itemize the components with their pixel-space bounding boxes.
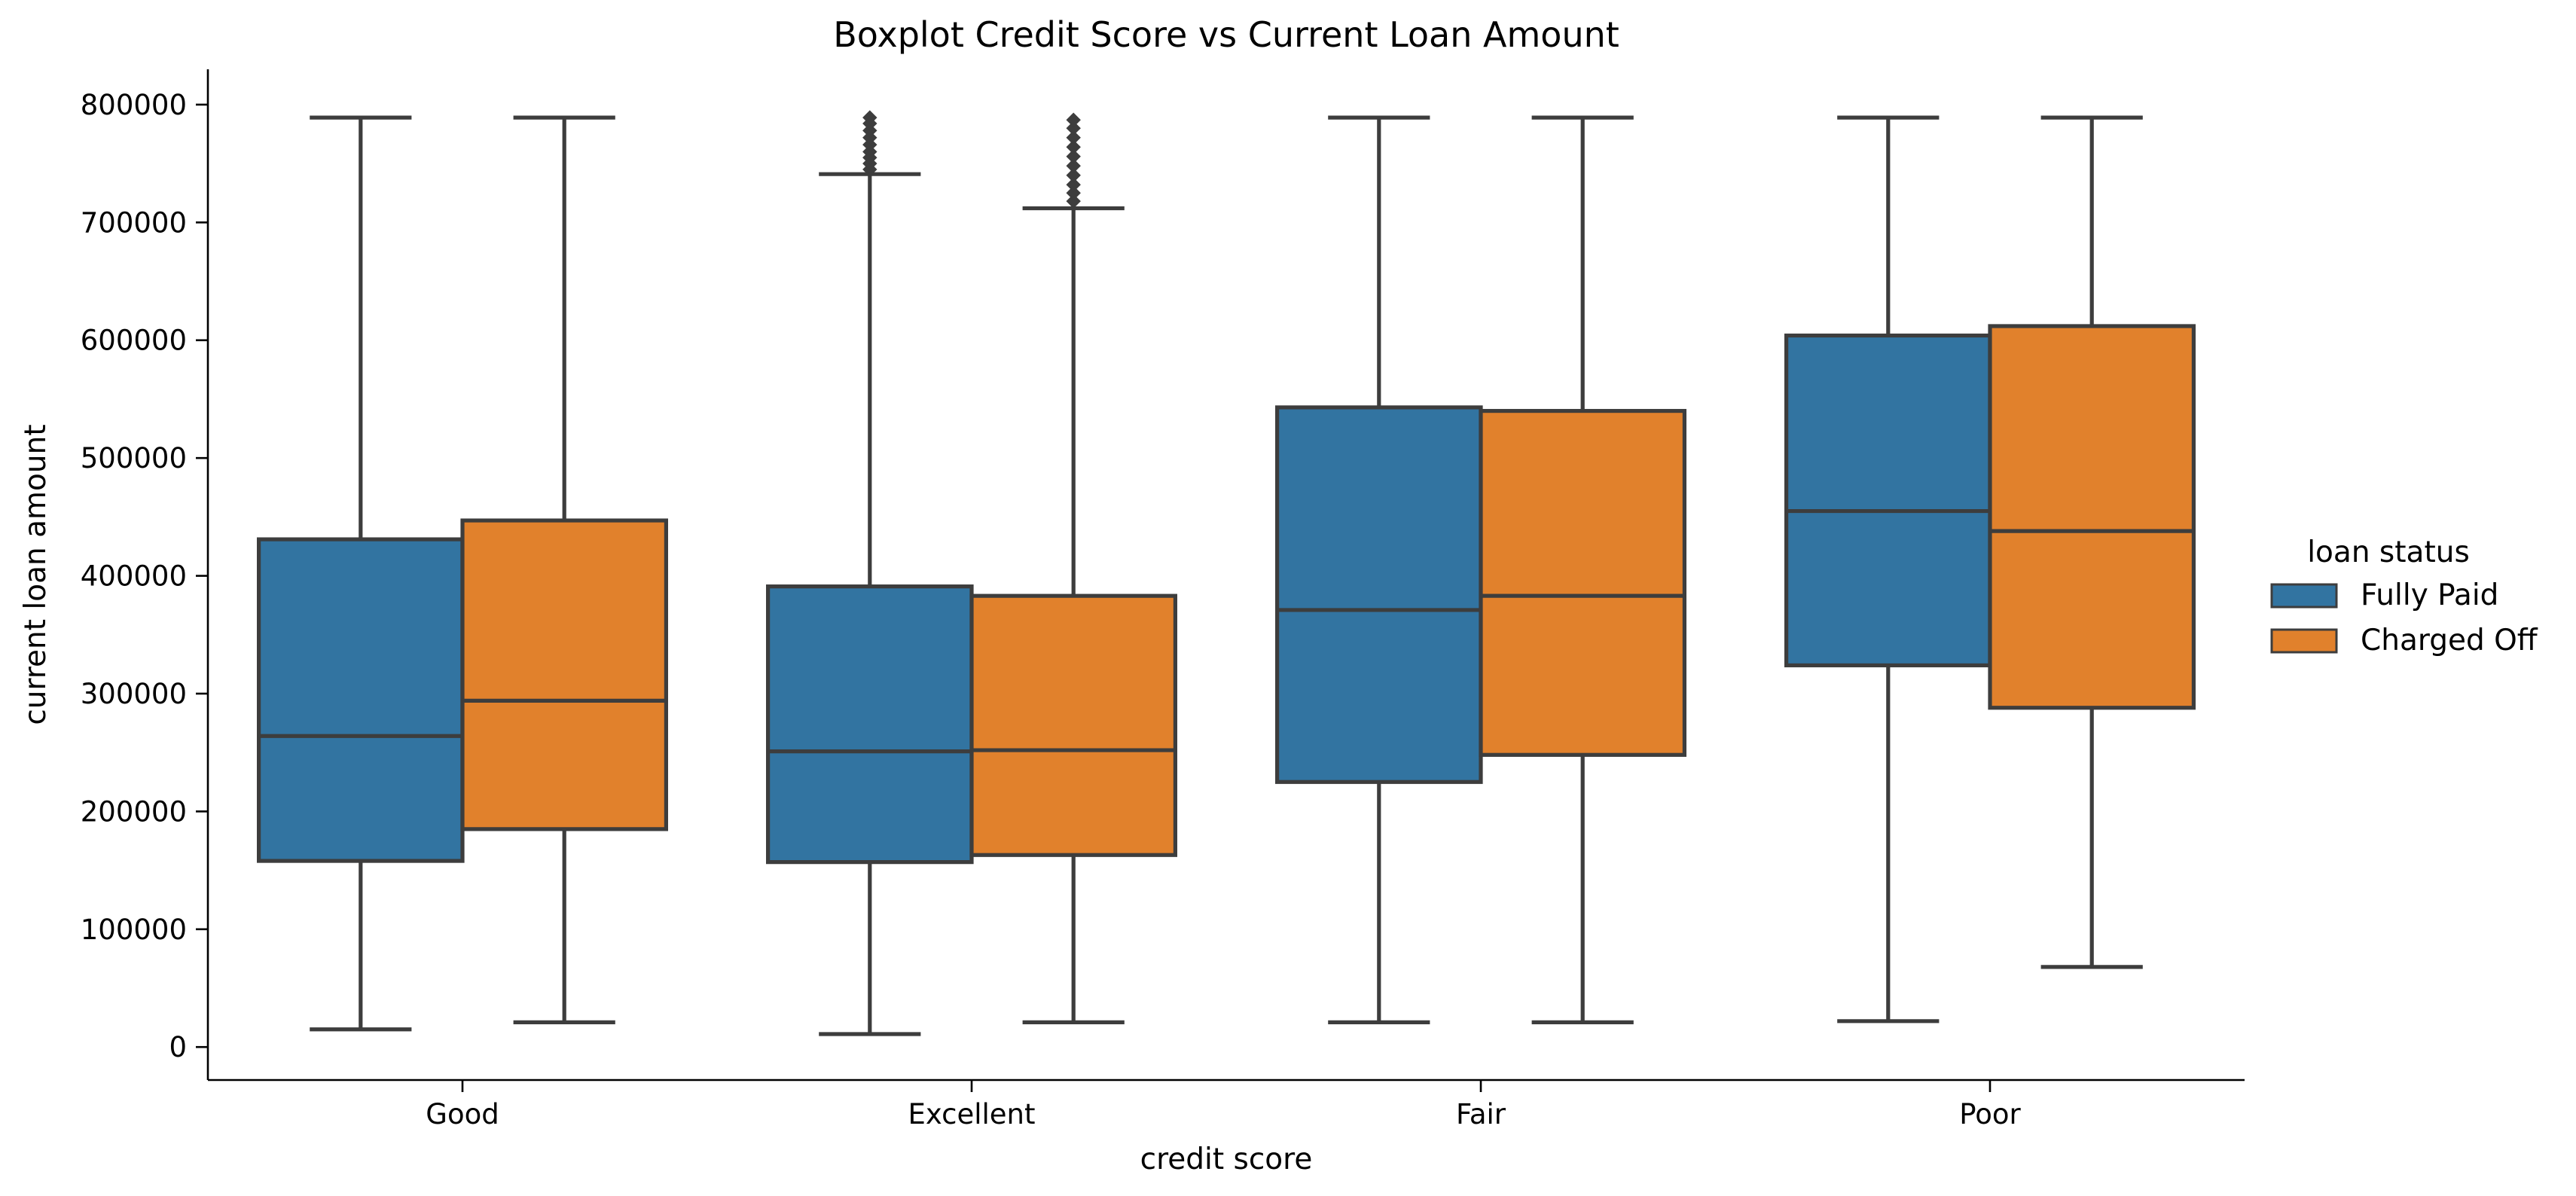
box-body xyxy=(257,537,465,863)
y-axis-ticks: 0 100000 200000 300000 400000 500000 600000 700… xyxy=(81,89,208,1063)
box-excellent-charged-off xyxy=(969,112,1177,1024)
y-tick-label: 400000 xyxy=(81,560,187,593)
outlier-point xyxy=(1066,177,1081,192)
box-good-fully-paid xyxy=(257,115,465,1032)
legend-swatch xyxy=(2270,628,2338,654)
outlier-point xyxy=(1066,130,1081,145)
x-tick-label: Poor xyxy=(1959,1098,2021,1130)
outlier-point xyxy=(1066,185,1081,200)
box-poor-fully-paid xyxy=(1784,115,1992,1024)
legend-title: loan status xyxy=(2307,535,2470,569)
outlier-point xyxy=(1066,149,1081,164)
legend-item-fully-paid: Fully Paid xyxy=(2270,578,2498,612)
x-tick-label: Excellent xyxy=(908,1098,1035,1130)
x-tick-label: Good xyxy=(426,1098,499,1130)
y-tick-label: 300000 xyxy=(81,678,187,710)
legend-swatch xyxy=(2270,583,2338,609)
box-body xyxy=(1784,333,1992,668)
outlier-point xyxy=(1066,121,1081,136)
outlier-point xyxy=(1066,112,1081,127)
outlier-point xyxy=(862,110,877,125)
legend: loan status Fully Paid Charged Off xyxy=(2270,535,2538,657)
x-axis-label: credit score xyxy=(1140,1143,1313,1176)
box-body xyxy=(460,518,668,831)
outlier-point xyxy=(1066,139,1081,154)
x-axis-ticks: Good Excellent Fair Poor xyxy=(426,1080,2022,1130)
box-excellent-fully-paid xyxy=(765,110,974,1036)
chart-title: Boxplot Credit Score vs Current Loan Amo… xyxy=(833,14,1619,55)
legend-items: Fully Paid Charged Off xyxy=(2270,578,2538,657)
box-good-charged-off xyxy=(460,115,668,1024)
plot-area xyxy=(257,110,2196,1036)
box-body xyxy=(1988,324,2196,710)
y-tick-label: 600000 xyxy=(81,325,187,357)
y-tick-label: 800000 xyxy=(81,89,187,121)
y-tick-label: 100000 xyxy=(81,914,187,946)
box-body xyxy=(969,593,1177,857)
outlier-point xyxy=(1066,168,1081,183)
outlier-point xyxy=(1066,194,1081,209)
y-tick-label: 700000 xyxy=(81,206,187,239)
box-body xyxy=(1479,408,1686,757)
y-axis-label: current loan amount xyxy=(19,424,53,725)
box-fair-charged-off xyxy=(1479,115,1686,1024)
box-body xyxy=(765,584,974,865)
box-fair-fully-paid xyxy=(1274,115,1483,1024)
legend-label: Charged Off xyxy=(2361,624,2538,657)
legend-item-charged-off: Charged Off xyxy=(2270,624,2538,657)
y-tick-label: 200000 xyxy=(81,795,187,828)
x-tick-label: Fair xyxy=(1456,1098,1506,1130)
y-tick-label: 0 xyxy=(169,1031,187,1063)
legend-label: Fully Paid xyxy=(2361,578,2498,612)
outlier-point xyxy=(1066,158,1081,173)
box-poor-charged-off xyxy=(1988,115,2196,969)
box-body xyxy=(1274,405,1483,784)
y-tick-label: 500000 xyxy=(81,442,187,474)
